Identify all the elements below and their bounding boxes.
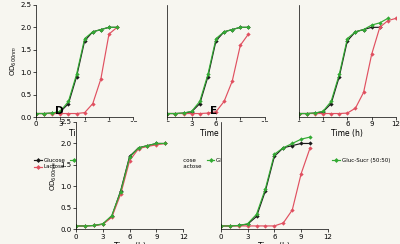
X-axis label: Time (h): Time (h)	[114, 242, 146, 244]
X-axis label: Time (h): Time (h)	[200, 129, 232, 138]
Text: E: E	[210, 106, 217, 116]
Y-axis label: OD$_{600nm}$: OD$_{600nm}$	[49, 161, 59, 191]
X-axis label: Time (h): Time (h)	[258, 242, 290, 244]
Legend: Glucose, Lactose, Gluc-Lact (50:50): Glucose, Lactose, Gluc-Lact (50:50)	[34, 158, 127, 169]
Text: D: D	[54, 106, 63, 116]
Legend: Glucose, Sucrose, Gluc-Sucr (50:50): Glucose, Sucrose, Gluc-Sucr (50:50)	[297, 158, 390, 169]
Legend: Glucose, Galactose, Gluc-Galact (50:50): Glucose, Galactose, Gluc-Galact (50:50)	[165, 158, 270, 169]
Y-axis label: OD$_{600nm}$: OD$_{600nm}$	[9, 46, 19, 76]
X-axis label: Time (h): Time (h)	[332, 129, 363, 138]
X-axis label: Time (h): Time (h)	[69, 129, 100, 138]
